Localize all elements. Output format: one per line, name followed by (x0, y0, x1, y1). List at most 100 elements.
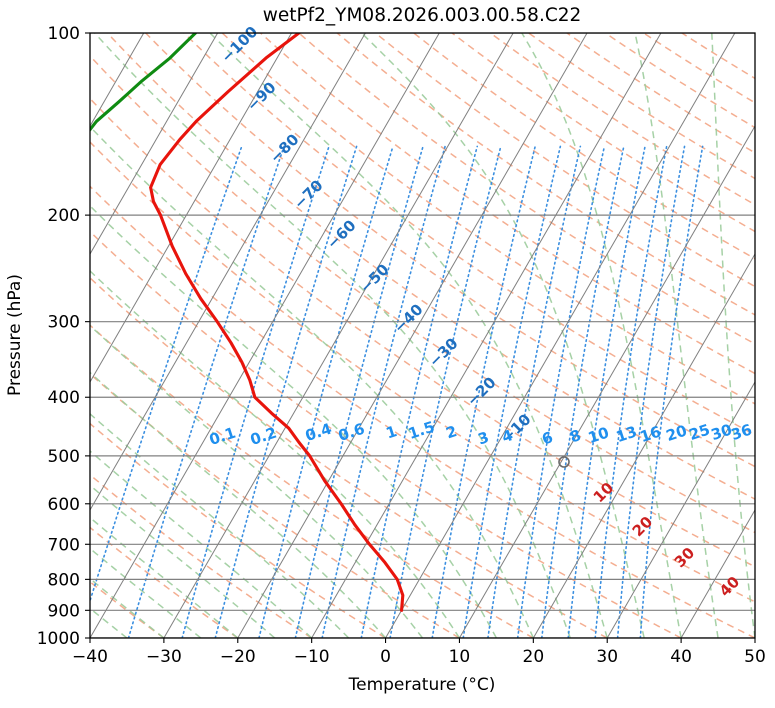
plot-background (90, 33, 755, 638)
y-tick-label: 900 (48, 601, 80, 621)
mixing-ratio-line (487, 145, 582, 638)
moist-adiabat-line (209, 33, 608, 638)
mixing-ratio-line (258, 145, 394, 638)
dry-adiabat-line (260, 33, 755, 375)
mixing-ratio-label: 13 (614, 422, 639, 446)
x-tick-label: −30 (146, 647, 182, 667)
moist-adiabat-line (711, 33, 755, 638)
x-tick-label: 50 (744, 647, 766, 667)
mixing-ratio-line (294, 145, 424, 638)
temperature-trace (149, 33, 405, 612)
isotherm-line (606, 381, 755, 638)
isotherm-line (532, 253, 755, 638)
mixing-ratio-line (214, 145, 358, 638)
dry-adiabat-line (106, 33, 755, 500)
isotherm-line (163, 33, 514, 638)
x-tick-label: 20 (523, 647, 545, 667)
dry-adiabat-line (90, 230, 682, 638)
moist-adiabat-line (90, 371, 387, 638)
isotherm-group (90, 33, 755, 638)
moist-adiabat-line (90, 125, 535, 638)
mixing-ratio-label: 25 (687, 420, 712, 444)
dry-adiabat-line (90, 473, 313, 638)
y-tick-label: 100 (48, 24, 80, 44)
moist-adiabat-line (90, 269, 461, 638)
x-tick-label: −20 (220, 647, 256, 667)
x-tick-label: −10 (294, 647, 330, 667)
page-title: wetPf2_YM08.2026.003.00.58.C22 (263, 5, 582, 26)
x-axis-ticks: −40 −30 −20 −10 0 10 20 30 40 50 (72, 638, 766, 667)
mixing-ratio-line (639, 145, 704, 638)
moist-adiabat-line (90, 324, 424, 638)
isotherm-line (90, 33, 366, 512)
pressure-gridline-group (90, 33, 755, 638)
mixing-ratio-line (516, 145, 606, 638)
y-tick-label: 1000 (37, 629, 80, 649)
mixing-ratio-line (616, 145, 686, 638)
y-tick-label: 700 (48, 535, 80, 555)
y-tick-label: 600 (48, 495, 80, 515)
isotherm-line (459, 125, 755, 638)
isotherm-line (385, 33, 736, 638)
mixing-ratio-line (431, 145, 536, 638)
dry-adiabat-line (298, 33, 755, 345)
x-tick-label: 10 (449, 647, 471, 667)
isotherm-line (90, 33, 219, 256)
mixing-ratio-line (360, 145, 479, 638)
moist-adiabat-line (521, 33, 682, 638)
mixing-ratio-line (462, 145, 562, 638)
mixing-ratio-line (181, 145, 330, 638)
x-axis-title: Temperature (°C) (348, 675, 496, 695)
sounding-trace-group (90, 33, 405, 612)
isotherm-line (90, 33, 292, 384)
dry-adiabat-line (90, 526, 239, 638)
mixing-ratio-label: 30 (709, 420, 734, 444)
x-tick-label: 30 (596, 647, 618, 667)
mixing-ratio-line (321, 145, 446, 638)
mixing-ratio-label: 10 (586, 423, 611, 447)
x-tick-label: 0 (380, 647, 391, 667)
moist-adiabat-group (90, 33, 775, 638)
y-tick-label: 300 (48, 313, 80, 333)
dry-adiabat-line (374, 33, 755, 288)
moist-adiabat-line (90, 484, 276, 638)
mixing-ratio-line (594, 145, 668, 638)
mixing-ratio-label: 16 (638, 422, 663, 446)
moist-adiabat-line (94, 33, 571, 638)
y-axis-title: Pressure (hPa) (5, 274, 25, 396)
dry-adiabat-line (90, 140, 755, 603)
mixing-ratio-group (90, 145, 704, 638)
lcl-marker (558, 456, 570, 468)
mixing-ratio-line (90, 145, 243, 604)
mixing-ratio-line (540, 145, 625, 638)
dry-adiabat-line (90, 324, 534, 638)
mixing-ratio-label: 20 (664, 421, 689, 445)
x-tick-label: −40 (72, 647, 108, 667)
moist-adiabat-line (90, 412, 350, 638)
isotherm-line (237, 33, 588, 638)
plot-frame (89, 32, 756, 639)
dry-adiabat-line (90, 276, 608, 638)
mixing-ratio-label: 36 (729, 420, 754, 444)
y-axis-ticks: 100 200 300 400 500 600 700 800 900 1000 (37, 24, 90, 649)
isotherm-line (680, 509, 755, 638)
isotherm-line (311, 33, 662, 638)
moist-adiabat-line (361, 33, 645, 638)
moist-adiabat-line (90, 450, 313, 638)
isotherm-line (754, 636, 755, 638)
y-tick-label: 200 (48, 206, 80, 226)
moist-adiabat-line (769, 33, 775, 638)
mixing-ratio-line (389, 145, 502, 638)
isotherm-line (90, 33, 440, 638)
mixing-ratio-line (127, 145, 285, 638)
mixing-ratio-line (567, 145, 646, 638)
y-tick-label: 500 (48, 447, 80, 467)
y-tick-label: 400 (48, 388, 80, 408)
x-tick-label: 40 (670, 647, 692, 667)
moist-adiabat-line (90, 204, 498, 638)
dry-adiabat-line (145, 33, 755, 468)
moist-adiabat-line (634, 33, 719, 638)
y-tick-label: 800 (48, 570, 80, 590)
